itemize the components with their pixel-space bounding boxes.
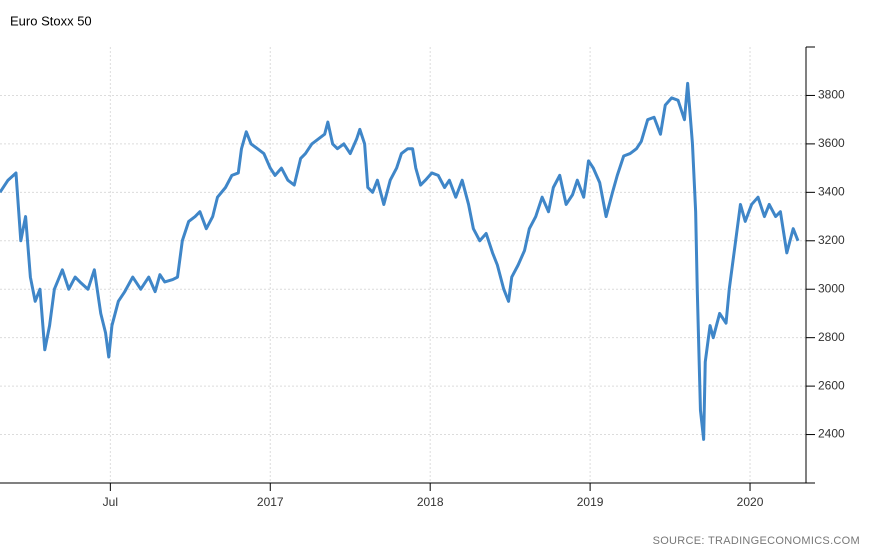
y-tick-label: 3000 — [818, 281, 845, 295]
y-tick-label: 3800 — [818, 88, 845, 102]
x-tick-label: 2020 — [737, 495, 764, 509]
y-tick-label: 3600 — [818, 136, 845, 150]
y-tick-label: 2400 — [818, 427, 845, 441]
y-tick-label: 3400 — [818, 185, 845, 199]
source-note: SOURCE: TRADINGECONOMICS.COM — [653, 535, 860, 547]
x-tick-label: Jul — [103, 495, 118, 509]
line-series — [0, 81, 800, 441]
x-tick-label: 2017 — [257, 495, 284, 509]
x-tick-label: 2019 — [577, 495, 604, 509]
y-tick-label: 2800 — [818, 330, 845, 344]
y-tick-label: 2600 — [818, 378, 845, 392]
x-tick-label: 2018 — [417, 495, 444, 509]
chart-title: Euro Stoxx 50 — [10, 13, 92, 28]
y-tick-label: 3200 — [818, 233, 845, 247]
